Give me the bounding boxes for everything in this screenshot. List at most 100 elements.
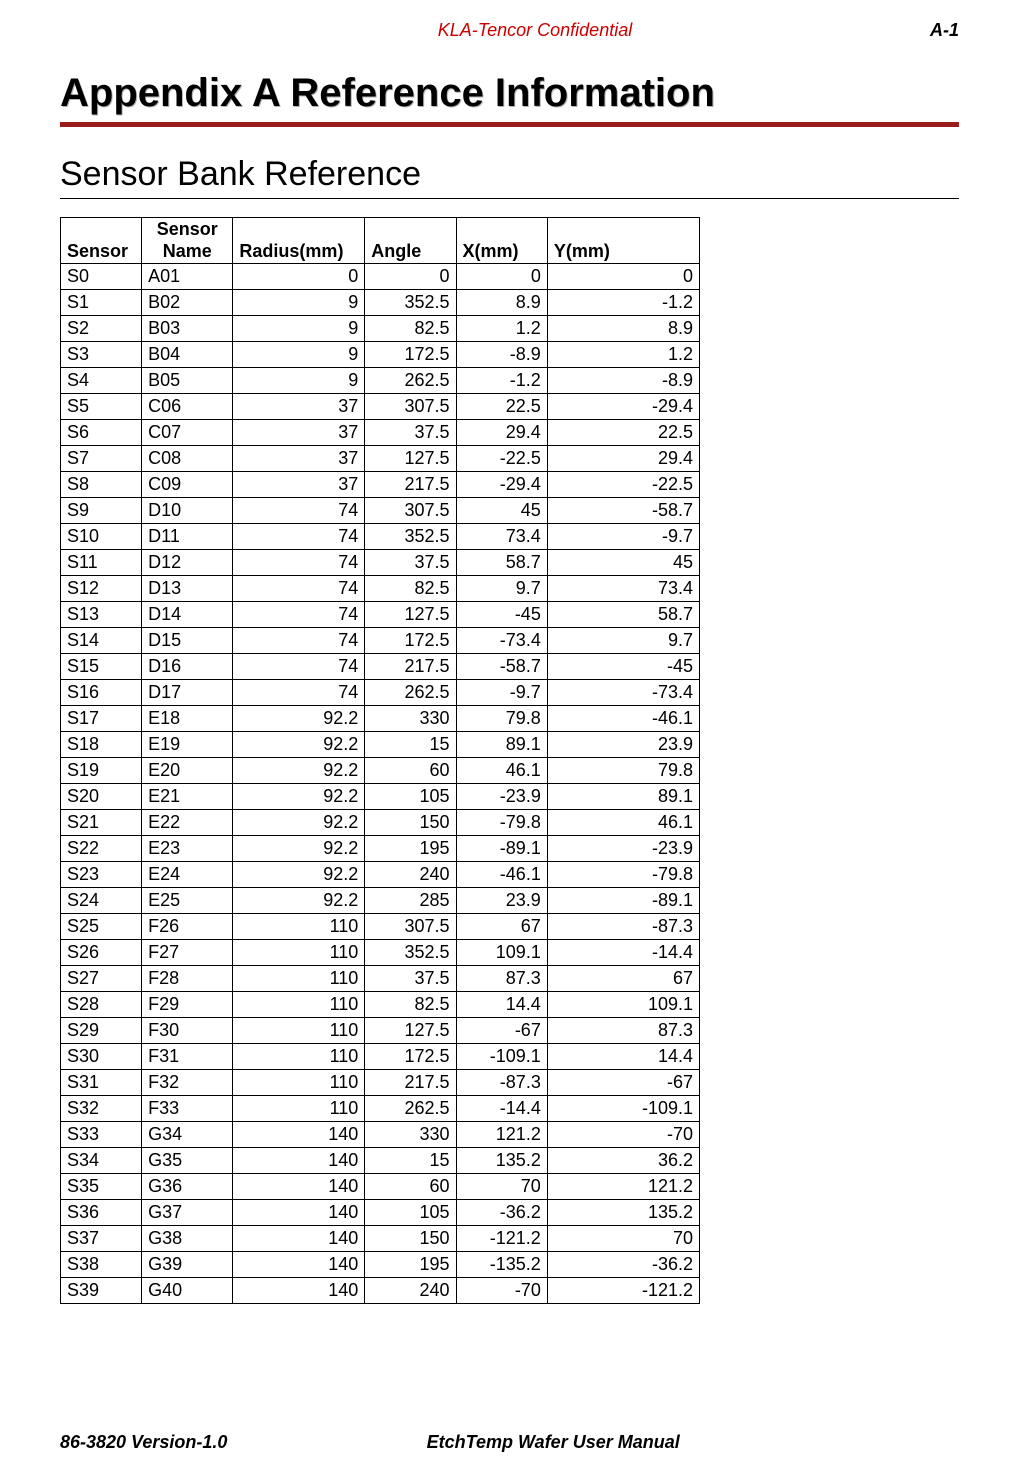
table-cell: 110: [233, 940, 365, 966]
table-cell: 74: [233, 602, 365, 628]
table-cell: 172.5: [365, 628, 456, 654]
table-cell: -29.4: [547, 394, 699, 420]
table-cell: 195: [365, 836, 456, 862]
table-cell: G36: [142, 1174, 233, 1200]
table-row: S11D127437.558.745: [61, 550, 700, 576]
table-cell: 36.2: [547, 1148, 699, 1174]
table-cell: 150: [365, 1226, 456, 1252]
table-cell: 172.5: [365, 1044, 456, 1070]
table-cell: 0: [456, 264, 547, 290]
table-cell: 74: [233, 680, 365, 706]
table-cell: D16: [142, 654, 233, 680]
table-row: S5C0637307.522.5-29.4: [61, 394, 700, 420]
table-cell: 140: [233, 1122, 365, 1148]
table-cell: 262.5: [365, 680, 456, 706]
table-cell: 74: [233, 498, 365, 524]
table-cell: 110: [233, 1044, 365, 1070]
table-cell: 92.2: [233, 758, 365, 784]
table-cell: 37.5: [365, 550, 456, 576]
table-cell: 29.4: [456, 420, 547, 446]
table-cell: 127.5: [365, 446, 456, 472]
table-row: S21E2292.2150-79.846.1: [61, 810, 700, 836]
table-cell: S1: [61, 290, 142, 316]
table-cell: -14.4: [456, 1096, 547, 1122]
table-cell: F33: [142, 1096, 233, 1122]
table-row: S30F31110172.5-109.114.4: [61, 1044, 700, 1070]
table-cell: 45: [547, 550, 699, 576]
table-cell: 140: [233, 1148, 365, 1174]
table-cell: S32: [61, 1096, 142, 1122]
table-cell: 82.5: [365, 992, 456, 1018]
page-footer: 86-3820 Version-1.0 EtchTemp Wafer User …: [60, 1432, 959, 1453]
table-cell: 140: [233, 1200, 365, 1226]
table-cell: 60: [365, 1174, 456, 1200]
table-cell: 74: [233, 628, 365, 654]
sensor-table: SensorSensorNameRadius(mm)AngleX(mm)Y(mm…: [60, 217, 700, 1304]
table-cell: -73.4: [456, 628, 547, 654]
table-cell: F31: [142, 1044, 233, 1070]
column-header: Sensor: [61, 218, 142, 264]
table-cell: 74: [233, 576, 365, 602]
table-cell: 73.4: [456, 524, 547, 550]
table-cell: 22.5: [547, 420, 699, 446]
table-cell: 127.5: [365, 1018, 456, 1044]
table-cell: -70: [456, 1278, 547, 1304]
footer-manual-title: EtchTemp Wafer User Manual: [427, 1432, 680, 1453]
table-cell: S30: [61, 1044, 142, 1070]
table-cell: C08: [142, 446, 233, 472]
table-cell: 140: [233, 1278, 365, 1304]
table-row: S8C0937217.5-29.4-22.5: [61, 472, 700, 498]
table-cell: S21: [61, 810, 142, 836]
table-cell: -22.5: [547, 472, 699, 498]
table-row: S13D1474127.5-4558.7: [61, 602, 700, 628]
table-cell: 37.5: [365, 966, 456, 992]
table-cell: S36: [61, 1200, 142, 1226]
table-cell: 15: [365, 1148, 456, 1174]
table-cell: 37: [233, 472, 365, 498]
table-cell: 22.5: [456, 394, 547, 420]
table-cell: 89.1: [456, 732, 547, 758]
table-cell: -9.7: [456, 680, 547, 706]
table-cell: S17: [61, 706, 142, 732]
table-cell: C06: [142, 394, 233, 420]
table-cell: S12: [61, 576, 142, 602]
table-cell: 9: [233, 368, 365, 394]
table-cell: 45: [456, 498, 547, 524]
table-cell: F30: [142, 1018, 233, 1044]
table-cell: 307.5: [365, 394, 456, 420]
table-row: S20E2192.2105-23.989.1: [61, 784, 700, 810]
table-row: S26F27110352.5109.1-14.4: [61, 940, 700, 966]
table-row: S35G361406070121.2: [61, 1174, 700, 1200]
table-cell: 37: [233, 420, 365, 446]
table-cell: D17: [142, 680, 233, 706]
column-header: X(mm): [456, 218, 547, 264]
table-cell: 352.5: [365, 290, 456, 316]
table-cell: -67: [547, 1070, 699, 1096]
table-body: S0A010000S1B029352.58.9-1.2S2B03982.51.2…: [61, 264, 700, 1304]
table-cell: S0: [61, 264, 142, 290]
table-row: S37G38140150-121.270: [61, 1226, 700, 1252]
table-cell: S22: [61, 836, 142, 862]
table-cell: 70: [456, 1174, 547, 1200]
table-cell: -87.3: [547, 914, 699, 940]
table-row: S6C073737.529.422.5: [61, 420, 700, 446]
table-cell: 110: [233, 1018, 365, 1044]
table-row: S25F26110307.567-87.3: [61, 914, 700, 940]
table-row: S15D1674217.5-58.7-45: [61, 654, 700, 680]
table-cell: 9: [233, 290, 365, 316]
table-cell: -45: [547, 654, 699, 680]
table-cell: -79.8: [456, 810, 547, 836]
table-cell: E25: [142, 888, 233, 914]
table-cell: 150: [365, 810, 456, 836]
column-header: Radius(mm): [233, 218, 365, 264]
table-cell: -1.2: [547, 290, 699, 316]
table-cell: 92.2: [233, 732, 365, 758]
table-cell: F27: [142, 940, 233, 966]
table-cell: -109.1: [547, 1096, 699, 1122]
section-underline: [60, 198, 959, 199]
table-cell: 262.5: [365, 1096, 456, 1122]
table-cell: 79.8: [456, 706, 547, 732]
table-cell: 37.5: [365, 420, 456, 446]
table-cell: -8.9: [547, 368, 699, 394]
table-row: S3B049172.5-8.91.2: [61, 342, 700, 368]
